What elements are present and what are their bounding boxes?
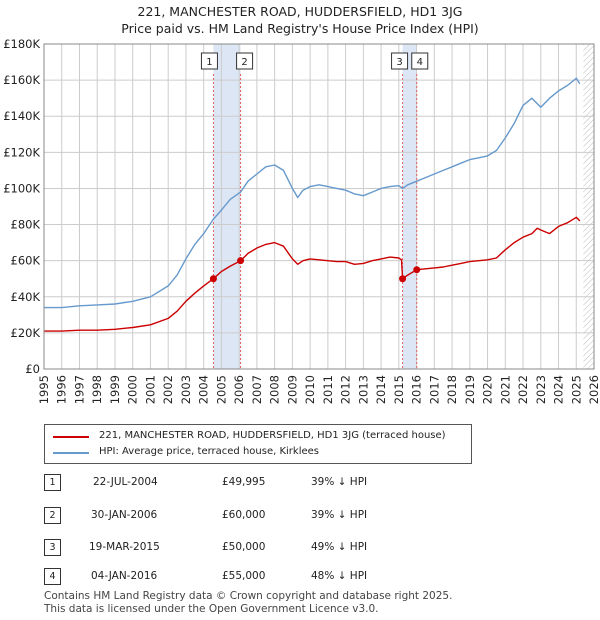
sale-price: £50,000	[222, 541, 266, 553]
x-tick-label: 2020	[481, 375, 495, 404]
sale-hpi-diff: 39% ↓ HPI	[311, 476, 368, 488]
sale-hpi-diff: 39% ↓ HPI	[311, 509, 368, 521]
sale-hpi-diff: 49% ↓ HPI	[311, 541, 368, 553]
sale-number-label: 1	[206, 57, 212, 68]
x-tick-label: 1998	[90, 375, 104, 404]
y-tick-label: £20K	[11, 326, 41, 340]
sale-number-box	[411, 52, 429, 70]
x-tick-label: 2023	[534, 375, 548, 404]
legend-label-property: 221, MANCHESTER ROAD, HUDDERSFIELD, HD1 …	[99, 430, 446, 441]
chart-title-address: 221, MANCHESTER ROAD, HUDDERSFIELD, HD1 …	[137, 4, 463, 19]
x-tick-label: 2006	[232, 375, 246, 404]
x-tick-label: 2024	[552, 375, 566, 404]
x-tick-label: 2007	[250, 375, 264, 404]
sale-date: 04-JAN-2016	[91, 570, 158, 582]
y-tick-label: £100K	[3, 181, 40, 195]
x-tick-label: 2003	[179, 375, 193, 404]
x-tick-label: 1996	[55, 375, 69, 404]
x-tick-label: 2019	[463, 375, 477, 404]
x-tick-label: 2025	[569, 375, 583, 404]
x-tick-label: 2018	[445, 375, 459, 404]
sale-number-box	[236, 52, 254, 70]
sale-number-label: 3	[396, 57, 402, 68]
x-tick-label: 2009	[285, 375, 299, 404]
x-tick-label: 2004	[197, 375, 211, 404]
x-tick-label: 2002	[161, 375, 175, 404]
sale-period-shade	[402, 44, 417, 369]
x-tick-label: 2005	[214, 375, 228, 404]
x-tick-label: 2017	[427, 375, 441, 404]
y-tick-label: £120K	[3, 145, 40, 159]
y-tick-label: £140K	[3, 109, 40, 123]
x-tick-label: 2010	[303, 375, 317, 404]
x-tick-label: 2022	[516, 375, 530, 404]
x-tick-label: 2015	[392, 375, 406, 404]
sale-date: 19-MAR-2015	[89, 541, 160, 553]
sale-date: 22-JUL-2004	[93, 476, 158, 488]
hpi-line	[44, 77, 581, 309]
x-tick-label: 2001	[143, 375, 157, 404]
x-tick-label: 2026	[587, 375, 600, 404]
future-hatch-region	[583, 44, 594, 369]
price-chart: £0 £20K £40K £60K £80K £100K £120K £140K £160K £1…	[3, 37, 600, 404]
x-tick-label: 1997	[72, 375, 86, 404]
y-tick-label: £80K	[11, 218, 41, 232]
sale-period-shade	[213, 44, 241, 369]
sale-number-badge: 2	[44, 507, 61, 524]
footer-licence: This data is licensed under the Open Gov…	[44, 603, 379, 615]
x-tick-label: 1995	[37, 375, 51, 404]
x-tick-label: 2008	[268, 375, 282, 404]
x-tick-label: 2021	[498, 375, 512, 404]
y-tick-label: £60K	[11, 254, 41, 268]
sale-point	[413, 266, 421, 274]
sale-point	[399, 275, 407, 283]
sale-number-badge: 1	[44, 474, 61, 491]
y-tick-label: £160K	[3, 73, 40, 87]
sale-number-badge: 4	[44, 568, 61, 585]
footer-copyright: Contains HM Land Registry data © Crown c…	[44, 590, 453, 602]
y-tick-label: £0	[25, 362, 40, 376]
y-tick-label: £180K	[3, 37, 40, 51]
x-tick-label: 2012	[339, 375, 353, 404]
x-tick-label: 1999	[108, 375, 122, 404]
legend-swatch-hpi	[53, 452, 89, 454]
sale-point	[209, 275, 217, 283]
plot-frame	[43, 43, 595, 370]
x-tick-label: 2014	[374, 375, 388, 404]
x-tick-label: 2013	[356, 375, 370, 404]
legend: 221, MANCHESTER ROAD, HUDDERSFIELD, HD1 …	[44, 424, 472, 464]
sale-number-box	[200, 52, 218, 70]
sale-price: £55,000	[222, 570, 266, 582]
sale-number-label: 4	[417, 57, 423, 68]
sale-point	[237, 257, 245, 265]
legend-swatch-property	[53, 436, 89, 438]
sale-hpi-diff: 48% ↓ HPI	[311, 570, 368, 582]
x-tick-label: 2011	[321, 375, 335, 404]
sale-price: £49,995	[222, 476, 266, 488]
sale-number-box	[391, 52, 409, 70]
legend-label-hpi: HPI: Average price, terraced house, Kirk…	[99, 446, 320, 457]
chart-subtitle: Price paid vs. HM Land Registry's House …	[121, 21, 479, 36]
sale-price: £60,000	[222, 509, 266, 521]
x-tick-label: 2000	[126, 375, 140, 404]
sale-number-badge: 3	[44, 539, 61, 556]
y-tick-label: £40K	[11, 290, 41, 304]
property-price-line	[44, 216, 581, 332]
sale-number-label: 2	[241, 57, 247, 68]
sale-date: 30-JAN-2006	[91, 509, 158, 521]
x-tick-label: 2016	[410, 375, 424, 404]
